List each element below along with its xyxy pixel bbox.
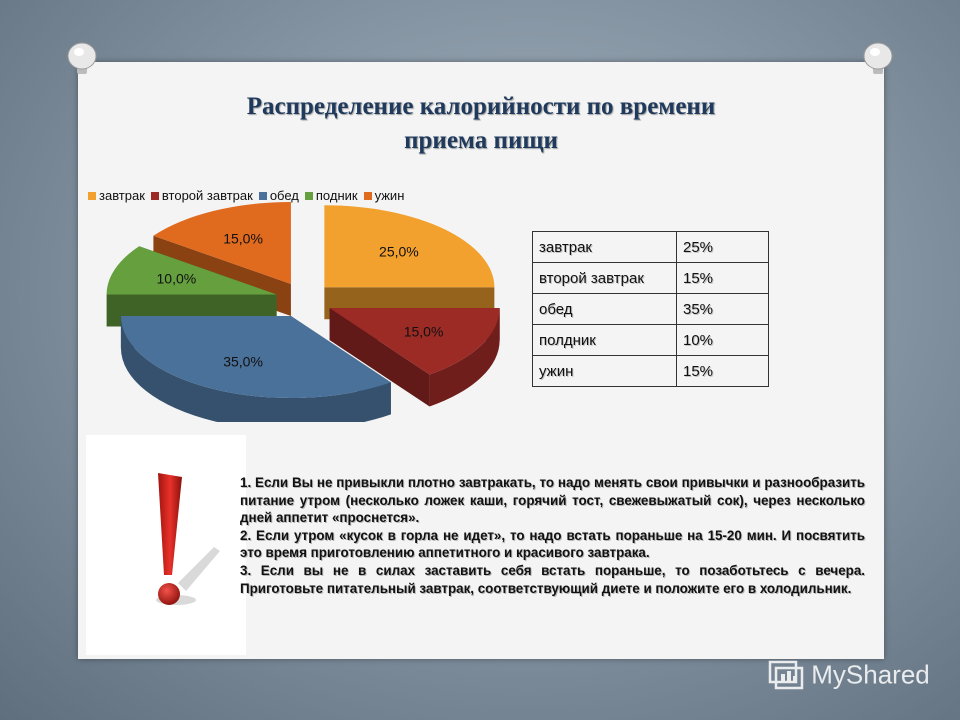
- table-row: обед 35%: [532, 293, 769, 325]
- legend-swatch: [363, 192, 372, 200]
- table-row: полдник 10%: [532, 324, 769, 356]
- exclamation-image: [86, 435, 246, 655]
- legend-label: второй завтрак: [161, 188, 253, 203]
- pie-data-label: 15,0%: [223, 231, 263, 247]
- pushpin-icon: [863, 42, 893, 74]
- exclamation-icon: [156, 473, 220, 605]
- pie-slice: [120, 316, 391, 422]
- pie-data-label: 15,0%: [404, 323, 444, 339]
- table-row: ужин 15%: [532, 355, 769, 387]
- legend-item: завтрак: [88, 188, 145, 203]
- pie-slice-wall: [329, 308, 430, 407]
- pie-slice: [329, 308, 500, 407]
- title-line-1: Распределение калорийности по времени: [246, 93, 716, 120]
- legend-item: подник: [304, 188, 358, 203]
- pushpin-icon: [67, 42, 97, 74]
- chart-legend: завтрак второй завтрак обед подник ужин: [88, 188, 410, 203]
- watermark-text: MyShared: [811, 659, 930, 690]
- table-cell-percent: 10%: [676, 324, 769, 356]
- table-cell-meal: второй завтрак: [532, 262, 677, 294]
- table-cell-meal: ужин: [532, 355, 677, 387]
- pie-data-label: 10,0%: [157, 271, 197, 287]
- table-cell-meal: полдник: [532, 324, 677, 356]
- title-line-2: приема пищи: [404, 127, 558, 154]
- pie-slice-side: [429, 308, 500, 407]
- pie-data-label: 25,0%: [379, 243, 419, 259]
- advice-3: 3. Если вы не в силах заставить себя вст…: [240, 562, 865, 596]
- advice-2: 2. Если утром «кусок в горла не идет», т…: [240, 527, 865, 561]
- watermark: MyShared: [768, 658, 930, 692]
- legend-swatch: [258, 192, 267, 200]
- legend-label: подник: [315, 188, 358, 203]
- table-cell-percent: 15%: [676, 262, 769, 294]
- legend-label: завтрак: [99, 188, 145, 203]
- table-cell-meal: обед: [532, 293, 677, 325]
- advice-text: 1. Если Вы не привыкли плотно завтракать…: [240, 474, 865, 597]
- legend-swatch: [304, 192, 313, 200]
- table-cell-percent: 35%: [676, 293, 769, 325]
- legend-item: обед: [258, 188, 299, 203]
- pie-slice-top: [120, 316, 391, 399]
- table-row: завтрак 25%: [532, 231, 769, 263]
- pie-slice-side: [120, 316, 391, 422]
- pie-chart: 25,0% 15,0% 35,0% 10,0% 15,0%: [106, 201, 500, 422]
- table-row: второй завтрак 15%: [532, 262, 769, 294]
- pie-slice-top: [106, 246, 277, 295]
- legend-label: обед: [269, 188, 299, 203]
- table-cell-percent: 25%: [676, 231, 769, 263]
- legend-item: второй завтрак: [150, 188, 253, 203]
- calorie-table: завтрак 25% второй завтрак 15% обед 35% полдни…: [532, 231, 769, 387]
- pie-slice: [324, 205, 495, 320]
- legend-item: ужин: [363, 188, 405, 203]
- table-cell-percent: 15%: [676, 355, 769, 387]
- pie-data-label: 35,0%: [223, 353, 263, 369]
- myshared-logo-icon: [768, 660, 804, 690]
- slide-title: Распределение калорийности по времени пр…: [78, 90, 884, 158]
- advice-1: 1. Если Вы не привыкли плотно завтракать…: [240, 475, 865, 526]
- pie-slice-top: [153, 201, 291, 284]
- slide: Распределение калорийности по времени пр…: [78, 62, 884, 659]
- table-cell-meal: завтрак: [532, 231, 677, 263]
- pie-slice-top: [329, 308, 500, 375]
- legend-label: ужин: [374, 188, 405, 203]
- legend-swatch: [150, 192, 159, 200]
- legend-swatch: [88, 192, 96, 200]
- pie-slice-top: [324, 205, 495, 288]
